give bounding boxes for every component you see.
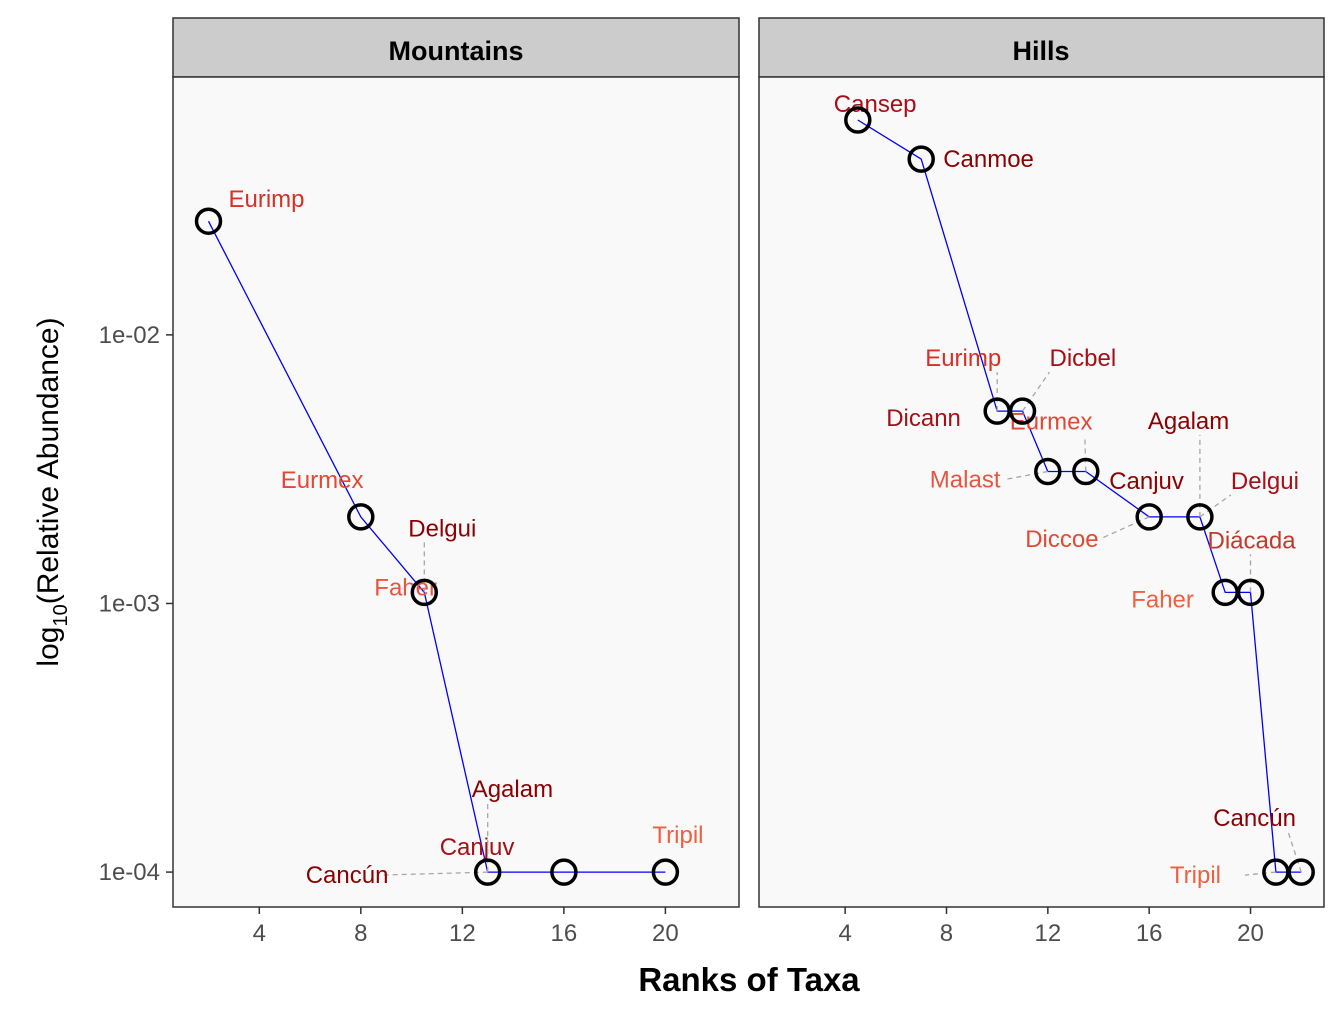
data-point-mountains-8: [347, 503, 375, 531]
data-point-hills-18: [1186, 503, 1214, 531]
point-label-hills-diccoe: Diccoe: [1025, 526, 1098, 553]
point-label-hills-canmoe: Canmoe: [943, 146, 1034, 173]
leader-line-hills-malast: [1004, 470, 1048, 481]
panel-bg-mountains: [172, 76, 740, 908]
point-label-mountains-delgui: Delgui: [408, 515, 476, 542]
point-label-mountains-eurimp: Eurimp: [229, 186, 305, 213]
y-tick-label-1e-02: 1e-02: [99, 322, 160, 349]
panel-mountains: Mountains Eurimp Eurmex Faher Delgui Canjuv A…: [172, 17, 740, 947]
data-point-hills-11: [1008, 397, 1037, 425]
point-label-hills-eurimp: Eurimp: [925, 345, 1001, 372]
point-label-mountains-canjuv: Canjuv: [440, 834, 515, 861]
series-line-hills: [857, 119, 1302, 873]
x-tick-label-mountains-20: 20: [652, 920, 679, 947]
leader-line-hills-cancun: [1287, 831, 1302, 873]
x-tick-label-mountains-4: 4: [253, 920, 266, 947]
data-point-hills-7: [907, 145, 935, 173]
x-tick-label-mountains-12: 12: [449, 920, 476, 947]
x-axis-title: Ranks of Taxa: [638, 961, 860, 998]
point-label-mountains-tripil: Tripil: [652, 822, 703, 849]
y-axis: 1e-02 1e-03 1e-04: [99, 322, 173, 886]
leader-line-hills-dicbel: [1021, 371, 1051, 412]
y-axis-title-text: (Relative Abundance): [32, 317, 65, 604]
data-point-hills-13-5: [1072, 457, 1100, 486]
point-label-hills-malast: Malast: [930, 467, 1001, 494]
point-label-mountains-faher: Faher: [374, 574, 437, 601]
data-point-mountains-16: [550, 858, 578, 886]
x-axis-mountains: 4 8 12 16 20: [253, 907, 679, 947]
y-axis-title: log10(Relative Abundance): [32, 317, 72, 666]
data-point-mountains-13: [473, 858, 502, 886]
data-point-hills-16: [1135, 503, 1163, 531]
y-tick-label-1e-04: 1e-04: [99, 859, 160, 886]
y-axis-title-subscript: 10: [50, 604, 72, 626]
leader-line-hills-eurmex: [1084, 435, 1087, 472]
x-tick-label-hills-20: 20: [1237, 920, 1264, 947]
data-point-hills-12: [1034, 457, 1062, 486]
point-label-hills-canjuv: Canjuv: [1109, 468, 1184, 495]
data-point-hills-20: [1236, 578, 1265, 607]
strip-title-mountains: Mountains: [389, 36, 524, 66]
point-label-mountains-eurmex: Eurmex: [281, 467, 364, 494]
point-label-hills-dicbel: Dicbel: [1050, 345, 1117, 372]
strip-hills: [758, 17, 1325, 78]
x-tick-label-hills-8: 8: [940, 920, 953, 947]
x-tick-label-hills-4: 4: [838, 920, 851, 947]
y-tick-label-1e-03: 1e-03: [99, 590, 160, 617]
data-point-hills-22: [1287, 858, 1315, 886]
x-tick-label-mountains-8: 8: [354, 920, 367, 947]
series-line-mountains: [207, 220, 666, 873]
data-point-mountains-2: [194, 207, 223, 235]
point-label-mountains-agalam: Agalam: [472, 776, 553, 803]
point-label-hills-delgui: Delgui: [1231, 468, 1299, 495]
point-label-hills-faher: Faher: [1131, 586, 1194, 613]
strip-title-hills: Hills: [1012, 36, 1069, 66]
data-point-hills-4-5: [844, 106, 872, 134]
point-label-hills-tripil: Tripil: [1170, 862, 1221, 889]
point-label-hills-cancun: Cancún: [1213, 805, 1296, 832]
data-point-mountains-10-5: [410, 578, 439, 607]
data-point-mountains-20: [651, 858, 680, 886]
leader-line-hills-delgui: [1199, 494, 1232, 518]
y-axis-title-log: log: [32, 627, 65, 667]
x-tick-label-hills-16: 16: [1136, 920, 1163, 947]
point-label-mountains-cancun: Cancún: [306, 862, 389, 889]
point-label-hills-agalam: Agalam: [1148, 408, 1229, 435]
point-label-hills-dicann: Dicann: [886, 405, 961, 432]
x-axis-hills: 4 8 12 16 20: [838, 907, 1264, 947]
strip-mountains: [172, 17, 740, 78]
x-tick-label-hills-12: 12: [1034, 920, 1061, 947]
x-tick-label-mountains-16: 16: [551, 920, 578, 947]
panel-bg-hills: [758, 76, 1325, 908]
point-label-hills-diacada: Diácada: [1208, 527, 1297, 554]
marks-mountains: Eurimp Eurmex Faher Delgui Canjuv Agalam Cancú…: [194, 186, 704, 889]
